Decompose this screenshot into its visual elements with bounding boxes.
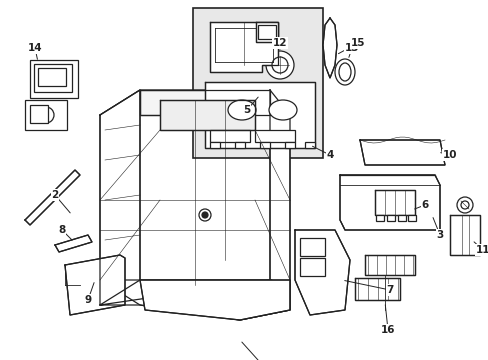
Text: 5: 5 xyxy=(243,105,250,115)
Text: 10: 10 xyxy=(442,150,456,160)
Text: 7: 7 xyxy=(386,285,393,295)
Polygon shape xyxy=(323,18,336,78)
Bar xyxy=(305,142,314,148)
Polygon shape xyxy=(204,82,314,148)
Text: 2: 2 xyxy=(51,190,59,200)
Polygon shape xyxy=(294,230,349,315)
Polygon shape xyxy=(374,190,414,215)
Polygon shape xyxy=(140,90,269,115)
Bar xyxy=(260,142,269,148)
Polygon shape xyxy=(359,140,444,165)
Polygon shape xyxy=(339,175,439,230)
Text: 14: 14 xyxy=(28,43,42,53)
Circle shape xyxy=(460,201,468,209)
Bar xyxy=(235,142,244,148)
Text: 4: 4 xyxy=(325,150,333,160)
Bar xyxy=(38,68,66,86)
Bar xyxy=(397,215,405,221)
Text: 11: 11 xyxy=(475,245,488,255)
Polygon shape xyxy=(100,90,289,115)
Ellipse shape xyxy=(268,100,296,120)
Ellipse shape xyxy=(334,59,354,85)
Bar xyxy=(30,105,48,123)
Polygon shape xyxy=(65,255,125,315)
Bar xyxy=(30,60,78,98)
Bar xyxy=(299,258,325,276)
Circle shape xyxy=(38,107,54,123)
Circle shape xyxy=(456,197,472,213)
Polygon shape xyxy=(256,22,278,42)
Bar xyxy=(375,215,383,221)
Bar xyxy=(34,64,72,92)
Bar xyxy=(258,25,275,39)
Bar xyxy=(386,215,394,221)
Polygon shape xyxy=(364,255,414,275)
Bar xyxy=(254,130,294,142)
Polygon shape xyxy=(354,278,399,300)
Bar xyxy=(285,142,294,148)
Text: 16: 16 xyxy=(380,325,394,335)
Text: 9: 9 xyxy=(84,295,91,305)
Bar xyxy=(299,238,325,256)
Polygon shape xyxy=(269,90,289,285)
Circle shape xyxy=(202,212,207,218)
Text: 6: 6 xyxy=(421,200,428,210)
Polygon shape xyxy=(100,90,140,305)
Circle shape xyxy=(265,51,293,79)
Bar xyxy=(407,215,415,221)
Text: 8: 8 xyxy=(58,225,65,235)
Text: 12: 12 xyxy=(272,38,286,48)
Ellipse shape xyxy=(338,63,350,81)
Text: 13: 13 xyxy=(344,43,359,53)
Circle shape xyxy=(199,209,210,221)
Polygon shape xyxy=(100,280,289,320)
Polygon shape xyxy=(209,22,278,72)
Ellipse shape xyxy=(227,100,256,120)
Bar xyxy=(25,100,67,130)
Bar xyxy=(209,130,249,142)
Bar xyxy=(193,8,323,158)
Text: 15: 15 xyxy=(350,38,365,48)
Polygon shape xyxy=(55,235,92,252)
Text: 3: 3 xyxy=(435,230,443,240)
Polygon shape xyxy=(160,100,254,130)
Polygon shape xyxy=(140,280,289,320)
Bar xyxy=(209,142,220,148)
Circle shape xyxy=(271,57,287,73)
Polygon shape xyxy=(25,170,80,225)
Polygon shape xyxy=(449,215,479,255)
